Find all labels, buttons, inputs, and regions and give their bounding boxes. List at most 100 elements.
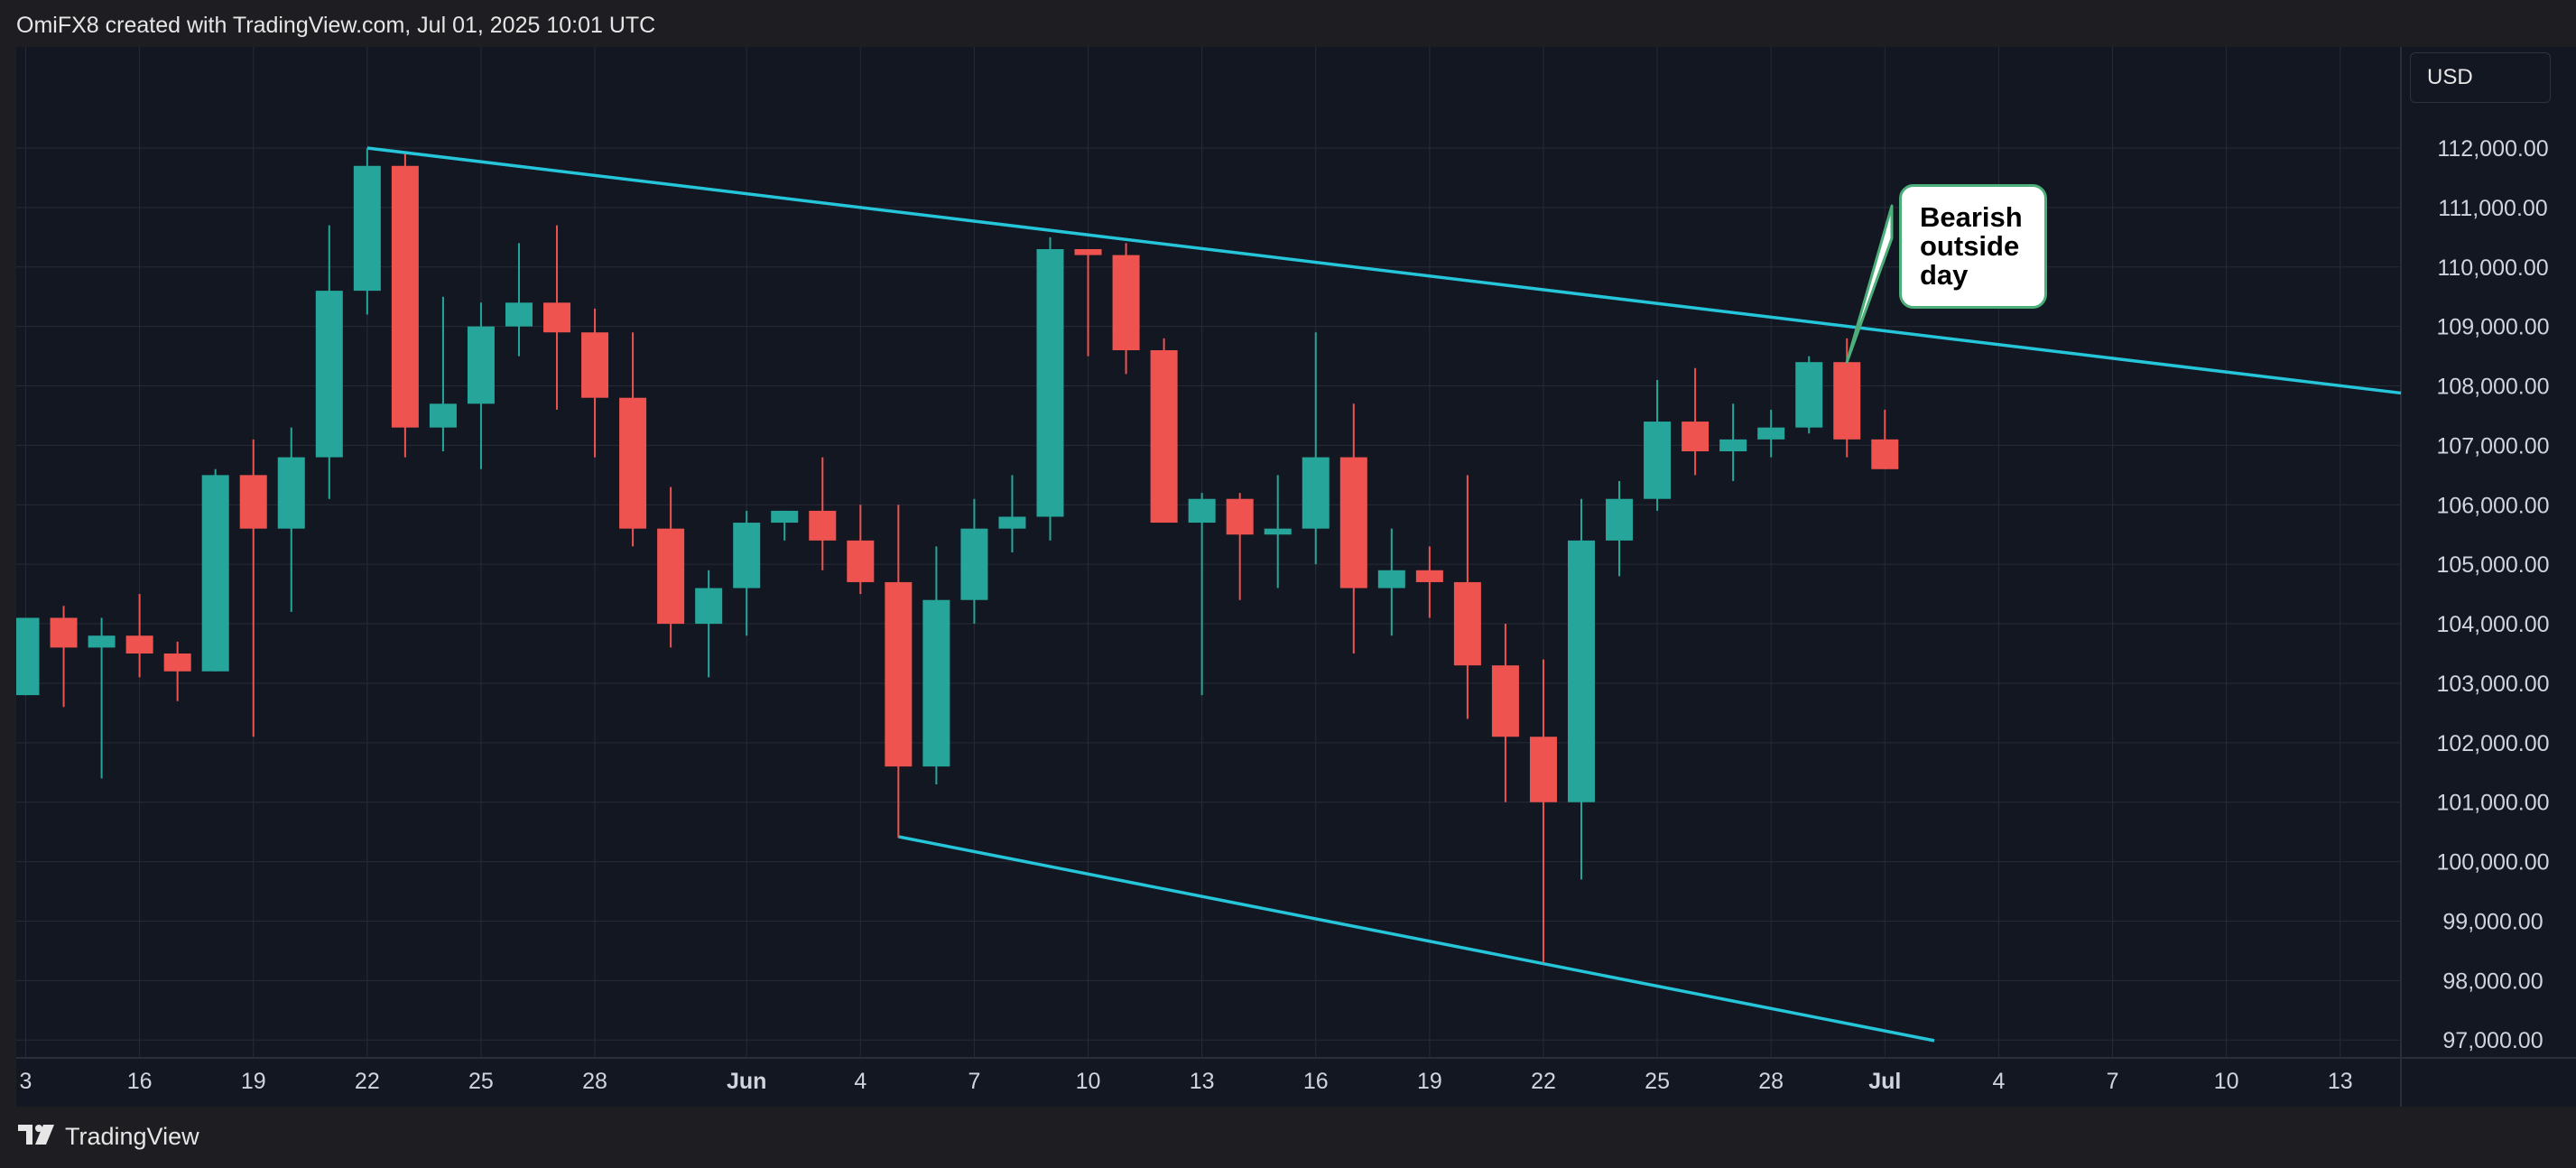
- candle: [277, 427, 305, 612]
- candle-body: [1415, 570, 1443, 582]
- candle-body: [353, 165, 381, 292]
- candle-body: [239, 475, 267, 529]
- candle-body: [1074, 249, 1102, 255]
- brand-name: TradingView: [65, 1123, 199, 1150]
- price-tick-label: 105,000.00: [2436, 552, 2549, 578]
- candle: [1606, 480, 1634, 577]
- currency-selector[interactable]: USD: [2410, 52, 2551, 103]
- candle-body: [16, 617, 40, 696]
- candle-body: [581, 332, 609, 398]
- price-tick-label: 100,000.00: [2436, 850, 2549, 876]
- candle: [1074, 249, 1102, 357]
- candle-body: [125, 635, 153, 654]
- candle-body: [1150, 350, 1178, 524]
- candle: [353, 148, 381, 315]
- brand[interactable]: TradingView: [18, 1123, 199, 1151]
- candle: [125, 594, 153, 678]
- trendline: [366, 146, 2402, 395]
- candle-body: [1491, 665, 1519, 737]
- candle-body: [1036, 249, 1064, 517]
- currency-label: USD: [2427, 65, 2473, 89]
- candle-body: [1833, 362, 1861, 440]
- price-tick-label: 110,000.00: [2437, 255, 2548, 281]
- time-tick-label: 22: [1531, 1069, 1556, 1094]
- candle: [657, 487, 685, 648]
- candle: [809, 457, 837, 570]
- candle-body: [467, 326, 495, 404]
- candle: [960, 498, 988, 625]
- tradingview-logo-icon: [18, 1125, 56, 1149]
- candle: [505, 243, 533, 357]
- candle-body: [1606, 498, 1634, 541]
- candle-body: [695, 588, 723, 625]
- candlestick-chart[interactable]: 97,000.0098,000.0099,000.00100,000.00101…: [16, 47, 2576, 1107]
- candle-body: [619, 397, 647, 529]
- candle: [733, 510, 761, 636]
- candle: [467, 302, 495, 469]
- candle-body: [1719, 439, 1747, 451]
- time-tick-label: 10: [1076, 1069, 1101, 1094]
- price-tick-label: 99,000.00: [2442, 909, 2543, 934]
- candle: [1491, 624, 1519, 802]
- price-tick-label: 111,000.00: [2438, 196, 2547, 221]
- candle: [1150, 338, 1178, 524]
- price-axis[interactable]: 97,000.00 98,000.00 99,000.00 100,000.00 101…: [2436, 136, 2549, 1053]
- time-tick-label: 28: [582, 1069, 607, 1094]
- candle: [1339, 403, 1367, 654]
- time-tick-label: 4: [1992, 1069, 2005, 1094]
- candle-body: [733, 523, 761, 589]
- candle-body: [809, 510, 837, 541]
- time-tick-label: 16: [1303, 1069, 1329, 1094]
- candle-body: [391, 165, 419, 428]
- time-tick-label: 25: [468, 1069, 494, 1094]
- candle: [50, 606, 78, 708]
- time-tick-label: 19: [241, 1069, 266, 1094]
- candle-body: [1644, 422, 1672, 499]
- callout-pointer: [1845, 204, 1894, 364]
- candle-body: [1568, 540, 1596, 802]
- time-tick-label: 22: [355, 1069, 380, 1094]
- price-tick-label: 108,000.00: [2436, 375, 2549, 400]
- candle: [1719, 403, 1747, 481]
- candle-body: [1453, 581, 1481, 666]
- candle: [163, 641, 191, 701]
- candle: [1453, 475, 1481, 719]
- time-tick-label: Jun: [727, 1069, 766, 1094]
- chart-frame[interactable]: 97,000.00 98,000.00 99,000.00 100,000.00 101…: [16, 47, 2576, 1107]
- candle: [201, 468, 229, 672]
- candle: [581, 308, 609, 458]
- time-tick-label: 16: [127, 1069, 153, 1094]
- callout-pointer-shape: [1845, 204, 1894, 364]
- candle-body: [657, 528, 685, 625]
- candle: [1377, 528, 1405, 636]
- candle-body: [543, 302, 571, 333]
- candle: [695, 570, 723, 678]
- candle: [429, 296, 457, 451]
- price-tick-label: 102,000.00: [2436, 731, 2549, 756]
- price-axis-background: [2401, 47, 2576, 1058]
- candle-body: [1264, 528, 1292, 535]
- candle: [1568, 498, 1596, 880]
- time-axis[interactable]: 3 16 19 22 25 28 Jun 4 7 10 13 16 19 22 25 28 Jul 4 7 10 13: [20, 1069, 2353, 1094]
- candle-body: [201, 475, 229, 672]
- candle: [1264, 475, 1292, 589]
- time-tick-label: 13: [2328, 1069, 2353, 1094]
- price-tick-label: 106,000.00: [2436, 493, 2549, 518]
- candle-body: [1682, 422, 1710, 451]
- top-bar: OmiFX8 created with TradingView.com, Jul…: [0, 0, 2576, 47]
- candle: [239, 439, 267, 737]
- time-tick-label: 25: [1645, 1069, 1670, 1094]
- candle-body: [277, 457, 305, 529]
- time-tick-label: 4: [854, 1069, 866, 1094]
- candle-body: [1302, 457, 1330, 529]
- candle: [1682, 367, 1710, 476]
- candle-body: [1377, 570, 1405, 589]
- candle-body: [315, 291, 343, 458]
- price-tick-label: 97,000.00: [2442, 1028, 2543, 1053]
- candle-body: [163, 654, 191, 672]
- candle-body: [847, 540, 875, 582]
- candle: [1036, 236, 1064, 541]
- attribution-text: OmiFX8 created with TradingView.com, Jul…: [16, 13, 656, 38]
- candle: [1415, 546, 1443, 618]
- annotation-callout[interactable]: Bearish outside day: [1899, 184, 2047, 309]
